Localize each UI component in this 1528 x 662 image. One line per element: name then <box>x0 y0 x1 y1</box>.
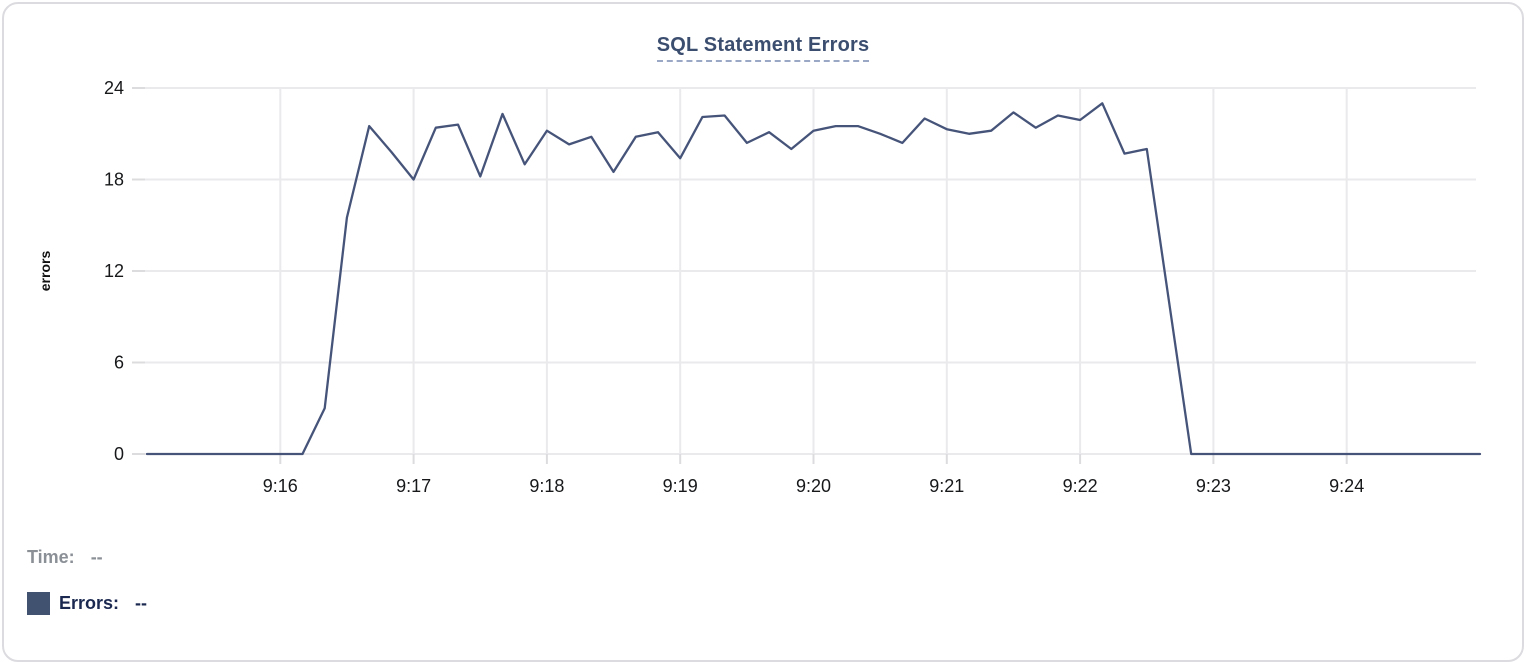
errors-line-series <box>145 102 1482 456</box>
x-tick-label: 9:18 <box>529 476 564 496</box>
x-tick-label: 9:20 <box>796 476 831 496</box>
errors-series-swatch <box>27 591 50 615</box>
y-tick-label: 6 <box>114 353 124 373</box>
chart-header: SQL Statement Errors <box>4 34 1522 62</box>
y-tick-label: 24 <box>104 78 124 98</box>
time-readout-row: Time: -- <box>27 545 147 569</box>
y-tick-label: 0 <box>114 444 124 464</box>
hover-readout: Time: -- Errors: -- <box>27 545 147 637</box>
x-tick-label: 9:16 <box>263 476 298 496</box>
x-tick-label: 9:23 <box>1196 476 1231 496</box>
x-tick-label: 9:21 <box>929 476 964 496</box>
x-tick-label: 9:22 <box>1063 476 1098 496</box>
errors-value: -- <box>135 592 148 613</box>
y-axis-title: errors <box>37 251 53 292</box>
errors-readout-row: Errors: -- <box>27 591 147 615</box>
y-tick-label: 12 <box>104 261 124 281</box>
x-tick-label: 9:17 <box>396 476 431 496</box>
x-tick-label: 9:19 <box>663 476 698 496</box>
y-tick-label: 18 <box>104 170 124 190</box>
chart-title[interactable]: SQL Statement Errors <box>656 34 870 62</box>
time-label: Time: <box>27 546 75 567</box>
time-value: -- <box>90 546 103 567</box>
errors-label: Errors: <box>59 592 120 613</box>
sql-errors-chart[interactable]: 0 6 12 18 24 9:16 9:17 9:18 9:19 9:20 9:21 9:22 9:23… <box>4 4 1528 516</box>
x-tick-label: 9:24 <box>1329 476 1364 496</box>
